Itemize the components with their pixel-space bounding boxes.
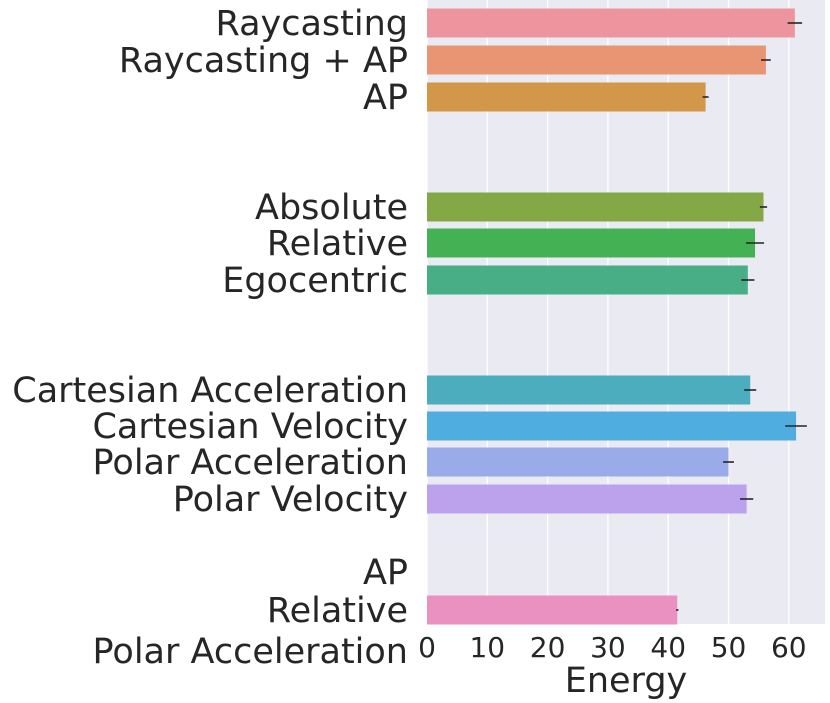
category-label-2: AP (363, 78, 408, 118)
category-label-1: Raycasting + AP (119, 41, 408, 81)
category-label-12: Polar Acceleration (93, 632, 408, 672)
category-label-0: Raycasting (216, 4, 408, 44)
bar-1 (427, 45, 766, 75)
x-tick-label-5: 50 (711, 631, 747, 664)
x-tick-label-0: 0 (418, 631, 436, 664)
bar-3 (427, 192, 764, 222)
bars (427, 8, 797, 625)
category-label-5: Egocentric (222, 261, 408, 301)
category-label-7: Cartesian Velocity (92, 407, 408, 447)
category-label-8: Polar Acceleration (93, 443, 408, 483)
x-tick-label-3: 30 (590, 631, 626, 664)
x-tick-label-1: 10 (469, 631, 505, 664)
x-axis-title: Energy (565, 661, 688, 701)
x-tick-label-4: 40 (650, 631, 686, 664)
bar-0 (427, 8, 795, 38)
bar-9 (427, 484, 747, 514)
category-label-3: Absolute (255, 188, 408, 228)
category-label-11: Relative (267, 591, 408, 631)
category-label-4: Relative (267, 224, 408, 264)
x-tick-label-2: 20 (530, 631, 566, 664)
bar-5 (427, 265, 748, 295)
x-tick-label-6: 60 (771, 631, 807, 664)
category-label-10: AP (363, 553, 408, 593)
bar-6 (427, 375, 751, 405)
bar-4 (427, 228, 756, 258)
bar-2 (427, 82, 706, 112)
category-label-6: Cartesian Acceleration (12, 371, 408, 411)
error-bars (676, 22, 807, 611)
bar-7 (427, 411, 797, 441)
category-label-9: Polar Velocity (173, 480, 408, 520)
x-tick-labels: 0 10 20 30 40 50 60 (418, 631, 807, 664)
bar-8 (427, 447, 729, 477)
bar-10 (427, 595, 678, 625)
